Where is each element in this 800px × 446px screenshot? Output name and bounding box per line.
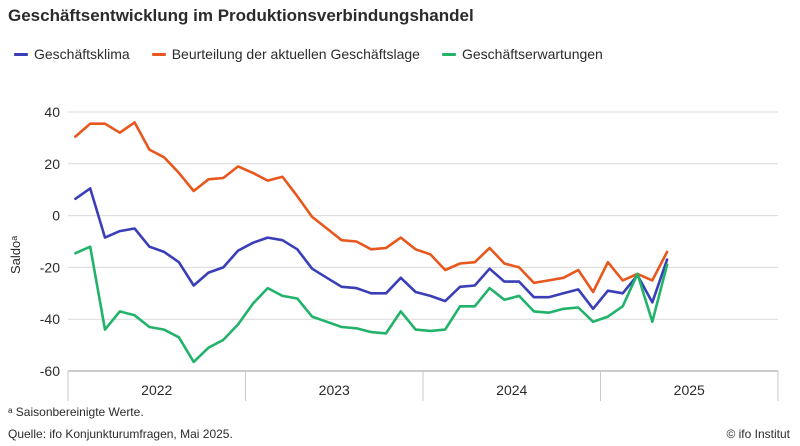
- grid: [68, 111, 778, 372]
- x-tick-label: 2023: [319, 382, 350, 398]
- y-tick-label: -20: [40, 259, 60, 275]
- series-line-2: [74, 121, 669, 294]
- legend-item-geschaeftslage: Beurteilung der aktuellen Geschäftslage: [151, 46, 420, 62]
- y-tick-label: -60: [40, 363, 60, 379]
- chart-legend: Geschäftsklima Beurteilung der aktuellen…: [14, 46, 603, 62]
- legend-label-geschaeftsklima: Geschäftsklima: [34, 46, 130, 62]
- y-tick-label: 40: [44, 104, 60, 120]
- legend-swatch-geschaeftserwartungen: [441, 52, 456, 56]
- y-tick-label: 20: [44, 156, 60, 172]
- legend-label-geschaeftslage: Beurteilung der aktuellen Geschäftslage: [171, 46, 420, 62]
- legend-item-geschaeftserwartungen: Geschäftserwartungen: [441, 46, 603, 62]
- x-tick-label: 2022: [141, 382, 172, 398]
- legend-swatch-geschaeftslage: [151, 52, 166, 56]
- series-line-1: [74, 187, 669, 311]
- x-year-dividers: [67, 371, 779, 401]
- y-axis-ticks: -60 -40 -20 0 20 40: [40, 104, 60, 379]
- footnote: ᵃ Saisonbereinigte Werte.: [8, 405, 144, 419]
- legend-swatch-geschaeftsklima: [14, 52, 28, 56]
- y-axis-label: Saldoᵃ: [8, 236, 23, 274]
- x-axis-ticks: 2022 2023 2024 2025: [141, 382, 705, 398]
- chart-title: Geschäftsentwicklung im Produktionsverbi…: [8, 6, 474, 25]
- x-tick-label: 2025: [674, 382, 705, 398]
- copyright-note: © ifo Institut: [726, 427, 790, 441]
- series-lines: [74, 121, 669, 364]
- series-line-3: [74, 245, 669, 364]
- x-tick-label: 2024: [496, 382, 527, 398]
- y-tick-label: 0: [52, 208, 60, 224]
- source-note: Quelle: ifo Konjunkturumfragen, Mai 2025…: [8, 427, 233, 441]
- legend-label-geschaeftserwartungen: Geschäftserwartungen: [461, 46, 603, 62]
- legend-item-geschaeftsklima: Geschäftsklima: [14, 46, 130, 62]
- y-tick-label: -40: [40, 311, 60, 327]
